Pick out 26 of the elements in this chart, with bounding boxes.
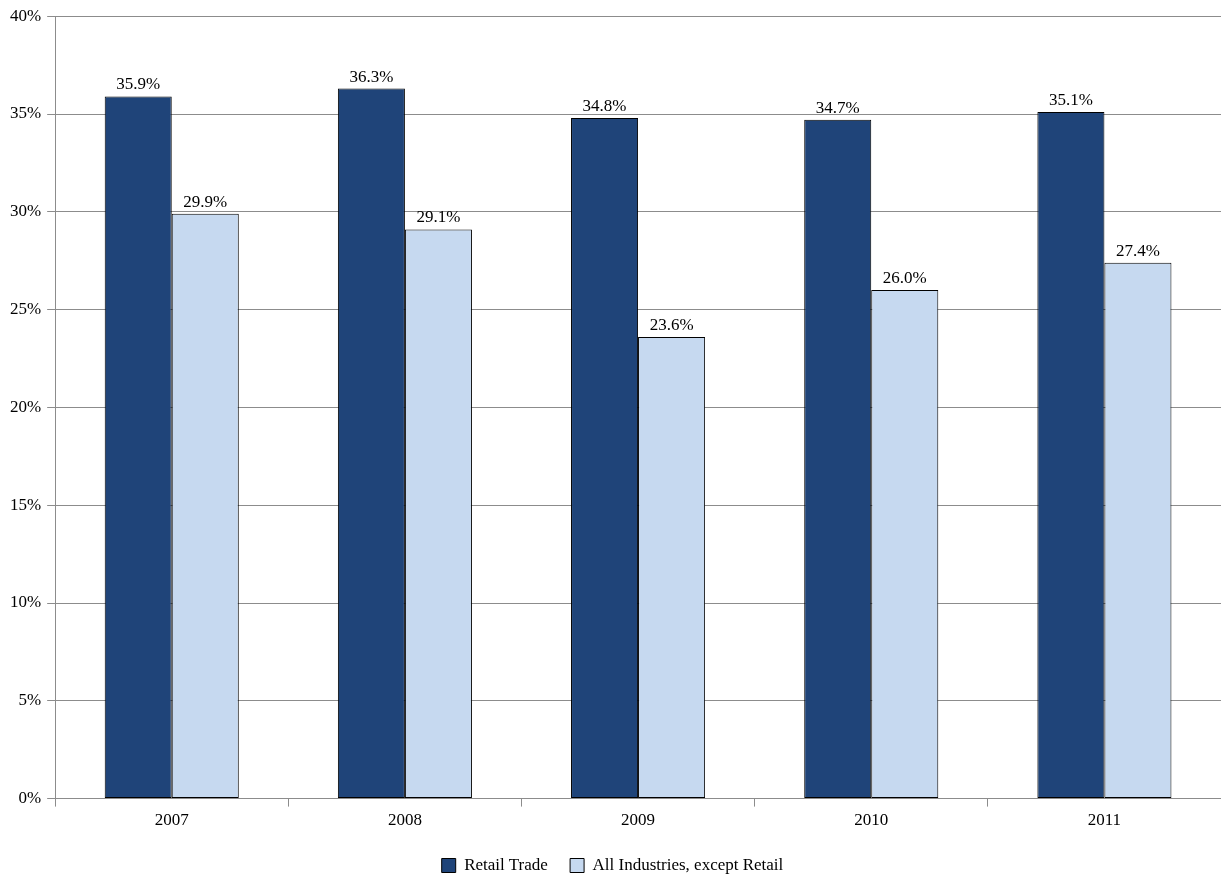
x-tick-label: 2008 xyxy=(387,810,422,830)
y-tick-label: 40% xyxy=(9,5,42,25)
y-tick-label: 30% xyxy=(9,201,42,221)
x-tick-label: 2009 xyxy=(621,810,656,830)
y-tick-label: 20% xyxy=(9,396,42,416)
y-tick-label: 5% xyxy=(18,690,42,710)
data-label: 26.0% xyxy=(882,268,927,288)
data-label: 27.4% xyxy=(1115,240,1160,260)
x-tick-label: 2010 xyxy=(854,810,889,830)
legend-label: All Industries, except Retail xyxy=(592,854,784,874)
data-label: 23.6% xyxy=(649,314,694,334)
y-tick-label: 25% xyxy=(9,299,42,319)
data-label: 34.7% xyxy=(815,97,860,117)
y-tick-label: 10% xyxy=(9,592,42,612)
x-tick-label: 2007 xyxy=(154,810,190,830)
x-tick-label: 2011 xyxy=(1087,810,1122,830)
y-tick-label: 15% xyxy=(9,494,42,514)
y-tick-label: 0% xyxy=(18,788,42,808)
y-tick-label: 35% xyxy=(9,103,42,123)
legend-label: Retail Trade xyxy=(464,854,548,874)
data-label: 35.9% xyxy=(116,74,161,94)
data-label: 36.3% xyxy=(349,66,394,86)
data-label: 29.1% xyxy=(416,207,461,227)
data-label: 34.8% xyxy=(582,95,627,115)
data-label: 35.1% xyxy=(1048,90,1093,110)
data-label: 29.9% xyxy=(183,191,228,211)
